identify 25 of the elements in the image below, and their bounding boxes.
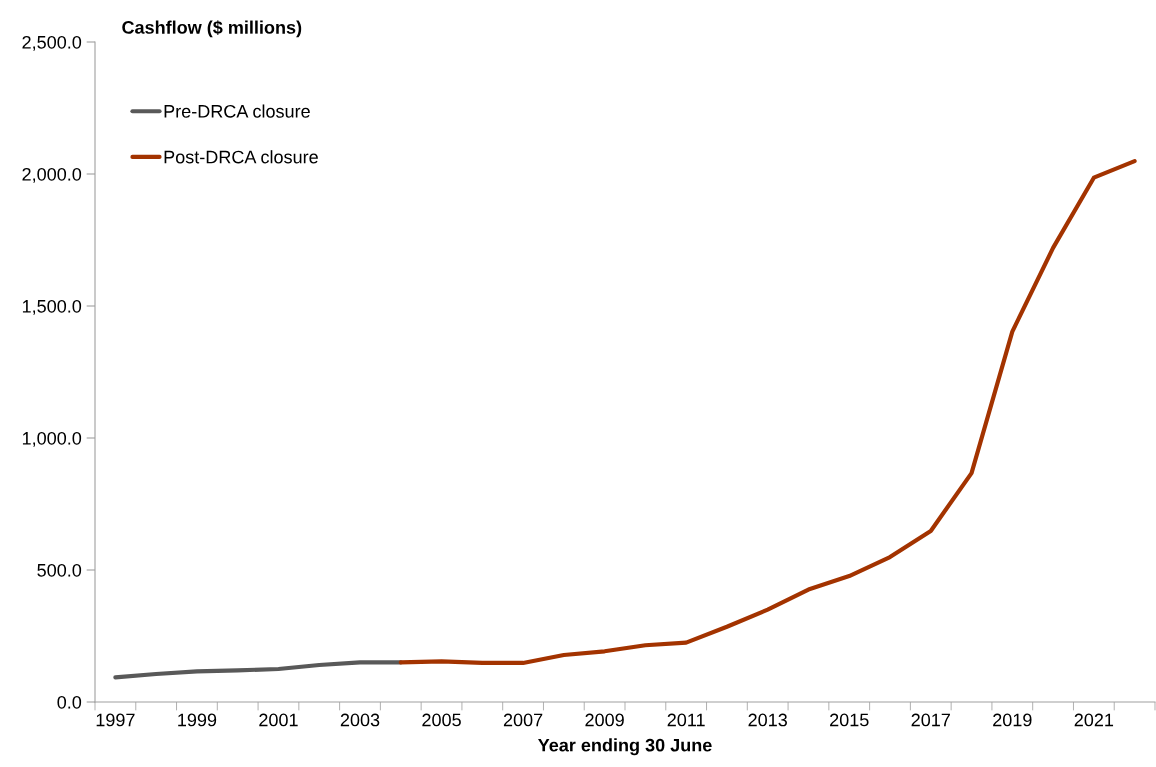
y-tick-label: 500.0 bbox=[37, 563, 82, 577]
line-series bbox=[113, 660, 403, 680]
y-tick-label: 1,500.0 bbox=[22, 299, 82, 315]
line-series bbox=[398, 158, 1137, 666]
x-tick-label: 2007 bbox=[503, 713, 543, 727]
x-tick-label: 1997 bbox=[96, 713, 135, 727]
x-tick-label: 2011 bbox=[667, 713, 705, 727]
legend-label: Post-DRCA closure bbox=[164, 150, 318, 164]
y-axis-title: Cashflow ($ millions) bbox=[122, 20, 302, 38]
x-tick-label: 2017 bbox=[911, 713, 950, 727]
y-tick-label: 2,500.0 bbox=[22, 35, 82, 51]
x-tick-label: 2009 bbox=[585, 713, 624, 727]
x-tick-label: 2015 bbox=[830, 713, 869, 727]
legend-label: Pre-DRCA closure bbox=[164, 104, 310, 118]
x-tick-label: 2019 bbox=[993, 713, 1032, 727]
y-tick-label: 0.0 bbox=[57, 695, 82, 709]
x-axis-title: Year ending 30 June bbox=[538, 738, 712, 756]
y-tick-label: 2,000.0 bbox=[22, 167, 82, 183]
x-tick-label: 1999 bbox=[178, 713, 217, 727]
x-tick-label: 2001 bbox=[259, 713, 298, 727]
x-tick-label: 2005 bbox=[422, 713, 461, 727]
x-tick-label: 2003 bbox=[340, 713, 380, 727]
y-tick-label: 1,000.0 bbox=[22, 431, 82, 447]
x-tick-label: 2021 bbox=[1074, 713, 1114, 727]
x-tick-label: 2013 bbox=[748, 713, 787, 727]
